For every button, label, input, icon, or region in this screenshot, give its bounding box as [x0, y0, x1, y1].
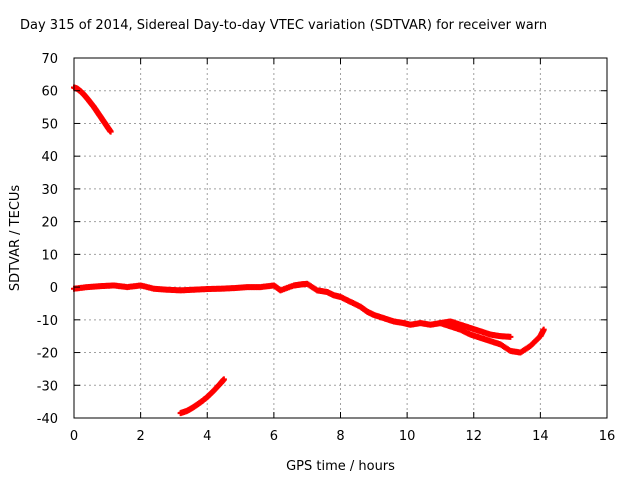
y-tick-label: -20	[37, 347, 58, 362]
y-tick-label: -10	[37, 314, 58, 329]
y-tick-label: 30	[41, 183, 58, 198]
x-tick-label: 12	[465, 429, 482, 444]
x-tick-label: 14	[532, 429, 549, 444]
data-layer	[71, 84, 547, 417]
y-tick-label: 20	[41, 216, 58, 231]
chart-title: Day 315 of 2014, Sidereal Day-to-day VTE…	[20, 18, 548, 33]
y-tick-label: -40	[37, 412, 58, 427]
data-point-arc-low	[220, 376, 227, 383]
y-tick-label: 40	[41, 150, 58, 165]
y-tick-label: 60	[41, 85, 58, 100]
x-tick-label: 8	[336, 429, 344, 444]
data-point-main-track	[540, 326, 547, 333]
data-point-arc-high-early	[107, 128, 114, 135]
y-tick-label: 70	[41, 52, 58, 67]
y-tick-label: 50	[41, 117, 58, 132]
data-point-upper-branch	[507, 333, 514, 340]
x-tick-label: 16	[599, 429, 616, 444]
x-tick-label: 10	[399, 429, 416, 444]
grid	[74, 58, 607, 418]
x-axis-label: GPS time / hours	[286, 459, 395, 474]
y-tick-label: 10	[41, 248, 58, 263]
x-tick-label: 6	[270, 429, 278, 444]
x-tick-label: 2	[136, 429, 144, 444]
x-tick-label: 4	[203, 429, 211, 444]
y-tick-label: 0	[50, 281, 58, 296]
y-axis-label: SDTVAR / TECUs	[8, 185, 23, 292]
ticks: 0 2 4 6 8 10 12 14 16 -40 -30 -20 -10 0 10 20 30 40 50 60 70	[37, 52, 616, 444]
x-tick-label: 0	[70, 429, 78, 444]
y-tick-label: -30	[37, 379, 58, 394]
